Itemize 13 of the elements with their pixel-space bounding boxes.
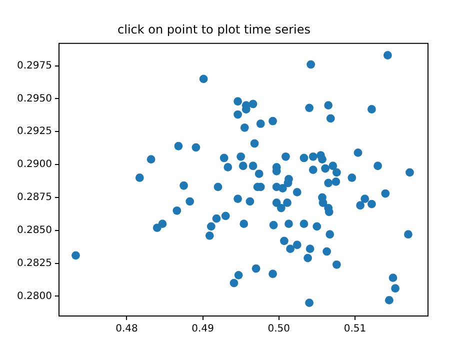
y-tick-label: 0.2900 <box>17 159 52 170</box>
y-tick-label: 0.2850 <box>17 224 52 236</box>
x-tick-label: 0.51 <box>344 324 366 335</box>
y-tick-label: 0.2800 <box>17 290 52 302</box>
y-tick-label: 0.2950 <box>17 93 52 104</box>
x-tick-label: 0.48 <box>116 324 138 335</box>
y-tick-label: 0.2875 <box>17 192 52 204</box>
y-tick-label: 0.2925 <box>17 126 52 138</box>
y-tick-label: 0.2825 <box>17 258 52 269</box>
x-tick-label: 0.50 <box>268 324 290 335</box>
chart-title: click on point to plot time series <box>118 22 310 36</box>
y-tick-label: 0.2975 <box>17 60 52 72</box>
x-tick-label: 0.49 <box>192 324 214 335</box>
